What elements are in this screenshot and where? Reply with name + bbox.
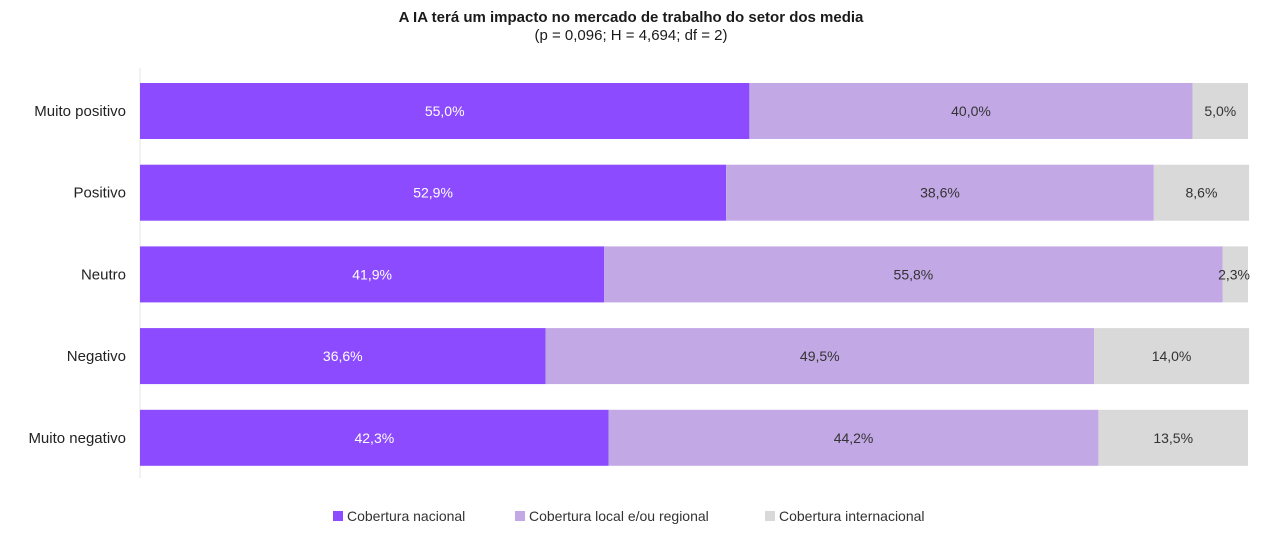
bar-segment bbox=[749, 83, 1193, 139]
bar-segment bbox=[140, 409, 609, 466]
data-label: 8,6% bbox=[1186, 185, 1218, 201]
legend-label: Cobertura internacional bbox=[779, 508, 925, 524]
legend-swatch bbox=[765, 511, 775, 521]
data-label: 44,2% bbox=[834, 430, 874, 446]
chart-title: A IA terá um impacto no mercado de traba… bbox=[399, 9, 864, 26]
data-label: 49,5% bbox=[800, 348, 840, 364]
data-label: 38,6% bbox=[920, 185, 960, 201]
bar-segment bbox=[1093, 328, 1250, 385]
data-label: 5,0% bbox=[1204, 103, 1236, 119]
bar-segment bbox=[140, 164, 727, 221]
bar-segment bbox=[140, 83, 750, 139]
bar-segment bbox=[604, 246, 1223, 303]
bar-segment bbox=[1098, 409, 1248, 466]
category-label: Neutro bbox=[81, 266, 126, 283]
chart-subtitle: (p = 0,096; H = 4,694; df = 2) bbox=[534, 27, 727, 44]
data-label: 2,3% bbox=[1218, 266, 1250, 282]
bar-segment bbox=[1222, 246, 1248, 303]
legend-label: Cobertura local e/ou regional bbox=[529, 508, 709, 524]
bar-segment bbox=[608, 409, 1099, 466]
category-label: Positivo bbox=[73, 185, 126, 202]
data-label: 13,5% bbox=[1153, 430, 1193, 446]
bar-segment bbox=[140, 328, 546, 385]
data-label: 52,9% bbox=[413, 185, 453, 201]
legend: Cobertura nacional Cobertura local e/ou r… bbox=[333, 508, 925, 524]
data-label: 42,3% bbox=[354, 430, 394, 446]
data-label: 41,9% bbox=[352, 266, 392, 282]
legend-label: Cobertura nacional bbox=[347, 508, 465, 524]
bar-segment bbox=[140, 246, 605, 303]
bar-segment bbox=[1192, 83, 1248, 139]
bar-segment bbox=[726, 164, 1154, 221]
bar-segment bbox=[545, 328, 1094, 385]
data-label: 55,0% bbox=[425, 103, 465, 119]
legend-swatch bbox=[333, 511, 343, 521]
plot-area: Muito positivo 55,0% 40,0% 5,0% Positivo 52,9… bbox=[28, 83, 1250, 466]
category-label: Muito negativo bbox=[28, 430, 126, 447]
category-label: Negativo bbox=[67, 348, 126, 365]
data-label: 14,0% bbox=[1152, 348, 1192, 364]
category-label: Muito positivo bbox=[34, 103, 126, 120]
data-label: 40,0% bbox=[951, 103, 991, 119]
legend-swatch bbox=[515, 511, 525, 521]
data-label: 36,6% bbox=[323, 348, 363, 364]
data-label: 55,8% bbox=[894, 266, 934, 282]
bar-segment bbox=[1153, 164, 1250, 221]
